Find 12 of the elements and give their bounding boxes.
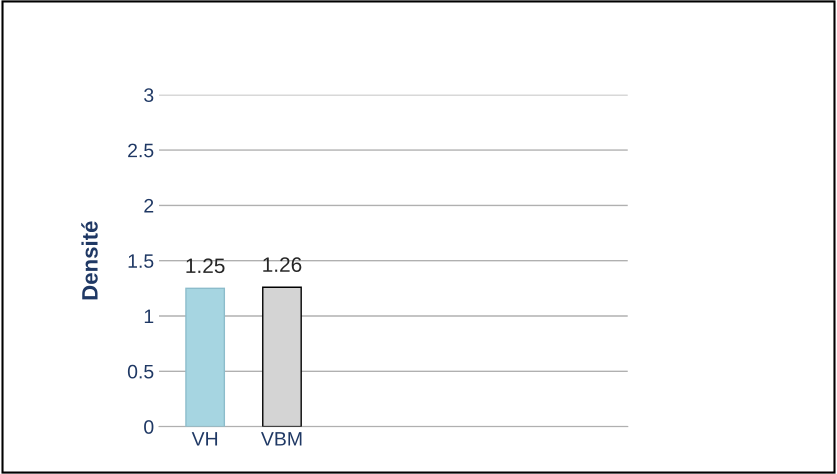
data-label: 1.25 (186, 258, 225, 274)
y-tick-label: 1.5 (128, 254, 154, 268)
x-tick-label: VH (192, 432, 218, 446)
x-tick-label: VBM (260, 432, 302, 446)
y-tick-label: 2.5 (128, 144, 154, 158)
y-tick-label: 2 (144, 198, 154, 212)
y-axis-title: Densité (81, 221, 98, 300)
y-tick-label: 0.5 (128, 364, 154, 379)
y-tick-label: 0 (144, 420, 154, 434)
y-tick-label: 1 (144, 310, 154, 324)
data-label: 1.26 (263, 257, 302, 272)
y-tick-label: 3 (144, 88, 154, 102)
